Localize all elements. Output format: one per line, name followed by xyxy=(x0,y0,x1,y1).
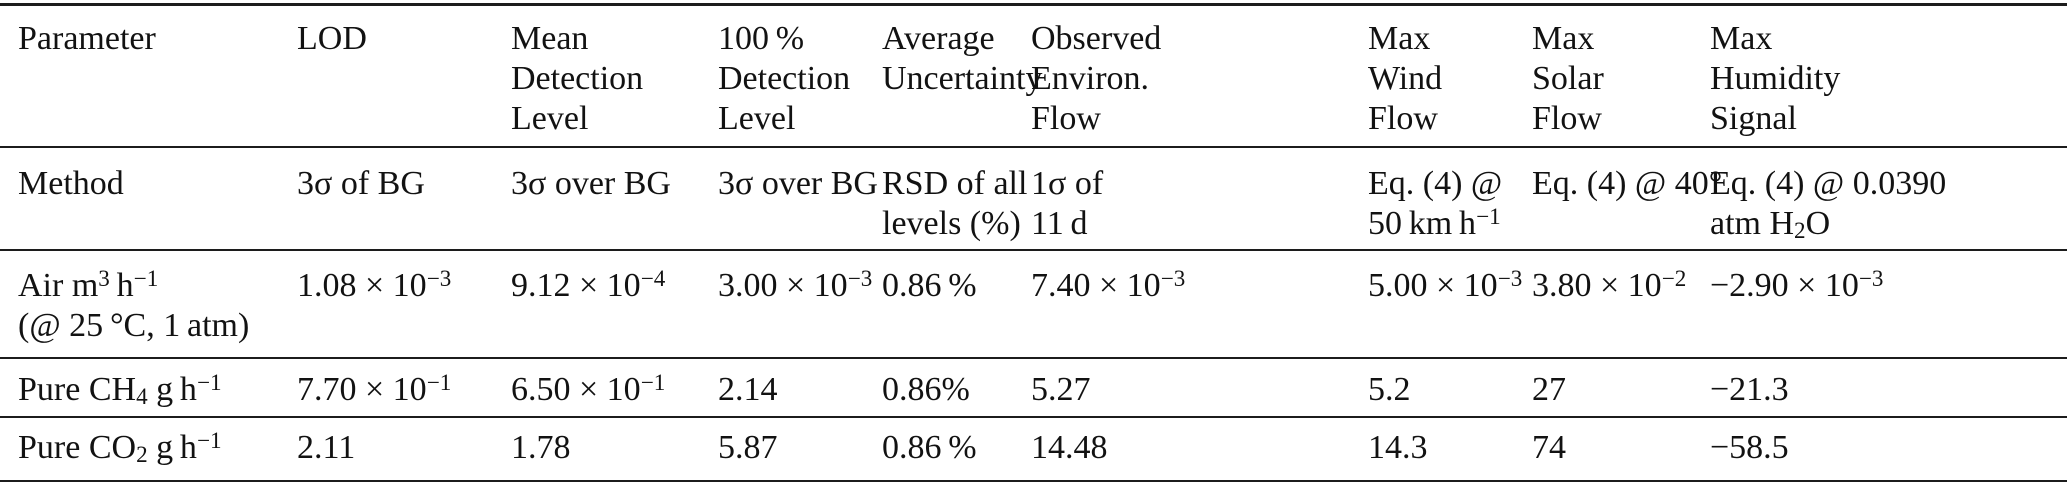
table-cell: 6.50 × 10−1 xyxy=(511,357,718,418)
header-row: Parameter LOD Mean Detection Level 100 % De… xyxy=(0,3,2067,148)
row-label-air: Air m3 h−1 (@ 25 °C, 1 atm) xyxy=(0,249,297,359)
pure-ch4-row: Pure CH4 g h−1 7.70 × 10−1 6.50 × 10−1 2… xyxy=(0,357,2067,418)
row-label-ch4: Pure CH4 g h−1 xyxy=(0,357,297,418)
column-header-mean-detection-level: Mean Detection Level xyxy=(511,3,718,148)
table-cell: 9.12 × 10−4 xyxy=(511,249,718,359)
table-cell: 3.00 × 10−3 xyxy=(718,249,882,359)
table-cell: Eq. (4) @ 40° xyxy=(1532,146,1722,251)
table-cell: 3σ over BG xyxy=(718,146,882,251)
column-header-max-humidity-signal: Max Humidity Signal xyxy=(1710,3,2067,148)
table-cell: Eq. (4) @50 km h−1 xyxy=(1368,146,1532,251)
column-header-observed-environ-flow: Observed Environ. Flow xyxy=(1031,3,1368,148)
pure-co2-row: Pure CO2 g h−1 2.11 1.78 5.87 0.86 % 14.… xyxy=(0,416,2067,482)
table-cell: −21.3 xyxy=(1710,357,2067,418)
table-cell: −2.90 × 10−3 xyxy=(1710,249,2067,359)
table-cell: 5.2 xyxy=(1368,357,1532,418)
table-cell: 3.80 × 10−2 xyxy=(1532,249,1710,359)
results-table: Parameter LOD Mean Detection Level 100 % De… xyxy=(0,3,2067,482)
table-cell: Eq. (4) @ 0.0390 atm H2O xyxy=(1710,146,2067,251)
table-cell: 3σ of BG xyxy=(297,146,511,251)
table-cell: 14.48 xyxy=(1031,416,1368,482)
table-cell: RSD of all levels (%) xyxy=(882,146,1031,251)
column-header-max-wind-flow: Max Wind Flow xyxy=(1368,3,1532,148)
table-cell: 5.87 xyxy=(718,416,882,482)
table-cell: −58.5 xyxy=(1710,416,2067,482)
table-cell: 0.86 % xyxy=(882,416,1031,482)
method-row: Method 3σ of BG 3σ over BG 3σ over BG RS… xyxy=(0,146,2067,251)
table-cell: 74 xyxy=(1532,416,1710,482)
table-cell: 3σ over BG xyxy=(511,146,718,251)
table-cell: 7.40 × 10−3 xyxy=(1031,249,1368,359)
air-flow-row: Air m3 h−1 (@ 25 °C, 1 atm) 1.08 × 10−3 9… xyxy=(0,249,2067,359)
row-label-method: Method xyxy=(0,146,297,251)
row-label-co2: Pure CO2 g h−1 xyxy=(0,416,297,482)
column-header-average-uncertainty: Average Uncertainty xyxy=(882,3,1043,148)
table-cell: 2.11 xyxy=(297,416,511,482)
table-cell: 1.08 × 10−3 xyxy=(297,249,511,359)
table-cell: 0.86 % xyxy=(882,249,1031,359)
table-cell: 27 xyxy=(1532,357,1710,418)
table-cell: 5.00 × 10−3 xyxy=(1368,249,1532,359)
table-cell: 7.70 × 10−1 xyxy=(297,357,511,418)
column-header-lod: LOD xyxy=(297,3,511,148)
table-cell: 14.3 xyxy=(1368,416,1532,482)
column-header-parameter: Parameter xyxy=(0,3,297,148)
column-header-100pct-detection-level: 100 % Detection Level xyxy=(718,3,882,148)
column-header-max-solar-flow: Max Solar Flow xyxy=(1532,3,1710,148)
table-cell: 2.14 xyxy=(718,357,882,418)
table-cell: 1.78 xyxy=(511,416,718,482)
table-cell: 0.86% xyxy=(882,357,1031,418)
table-cell: 1σ of 11 d xyxy=(1031,146,1368,251)
table-cell: 5.27 xyxy=(1031,357,1368,418)
